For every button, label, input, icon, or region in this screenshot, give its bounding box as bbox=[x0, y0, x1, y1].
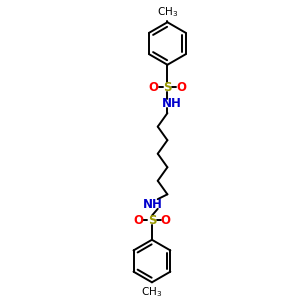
Text: CH$_3$: CH$_3$ bbox=[157, 5, 178, 19]
Text: NH: NH bbox=[143, 197, 163, 211]
Text: O: O bbox=[160, 214, 170, 227]
Text: S: S bbox=[148, 214, 156, 227]
Text: S: S bbox=[163, 80, 172, 94]
Text: O: O bbox=[149, 80, 159, 94]
Text: O: O bbox=[176, 80, 186, 94]
Text: NH: NH bbox=[162, 97, 182, 110]
Text: CH$_3$: CH$_3$ bbox=[141, 285, 163, 299]
Text: O: O bbox=[134, 214, 143, 227]
